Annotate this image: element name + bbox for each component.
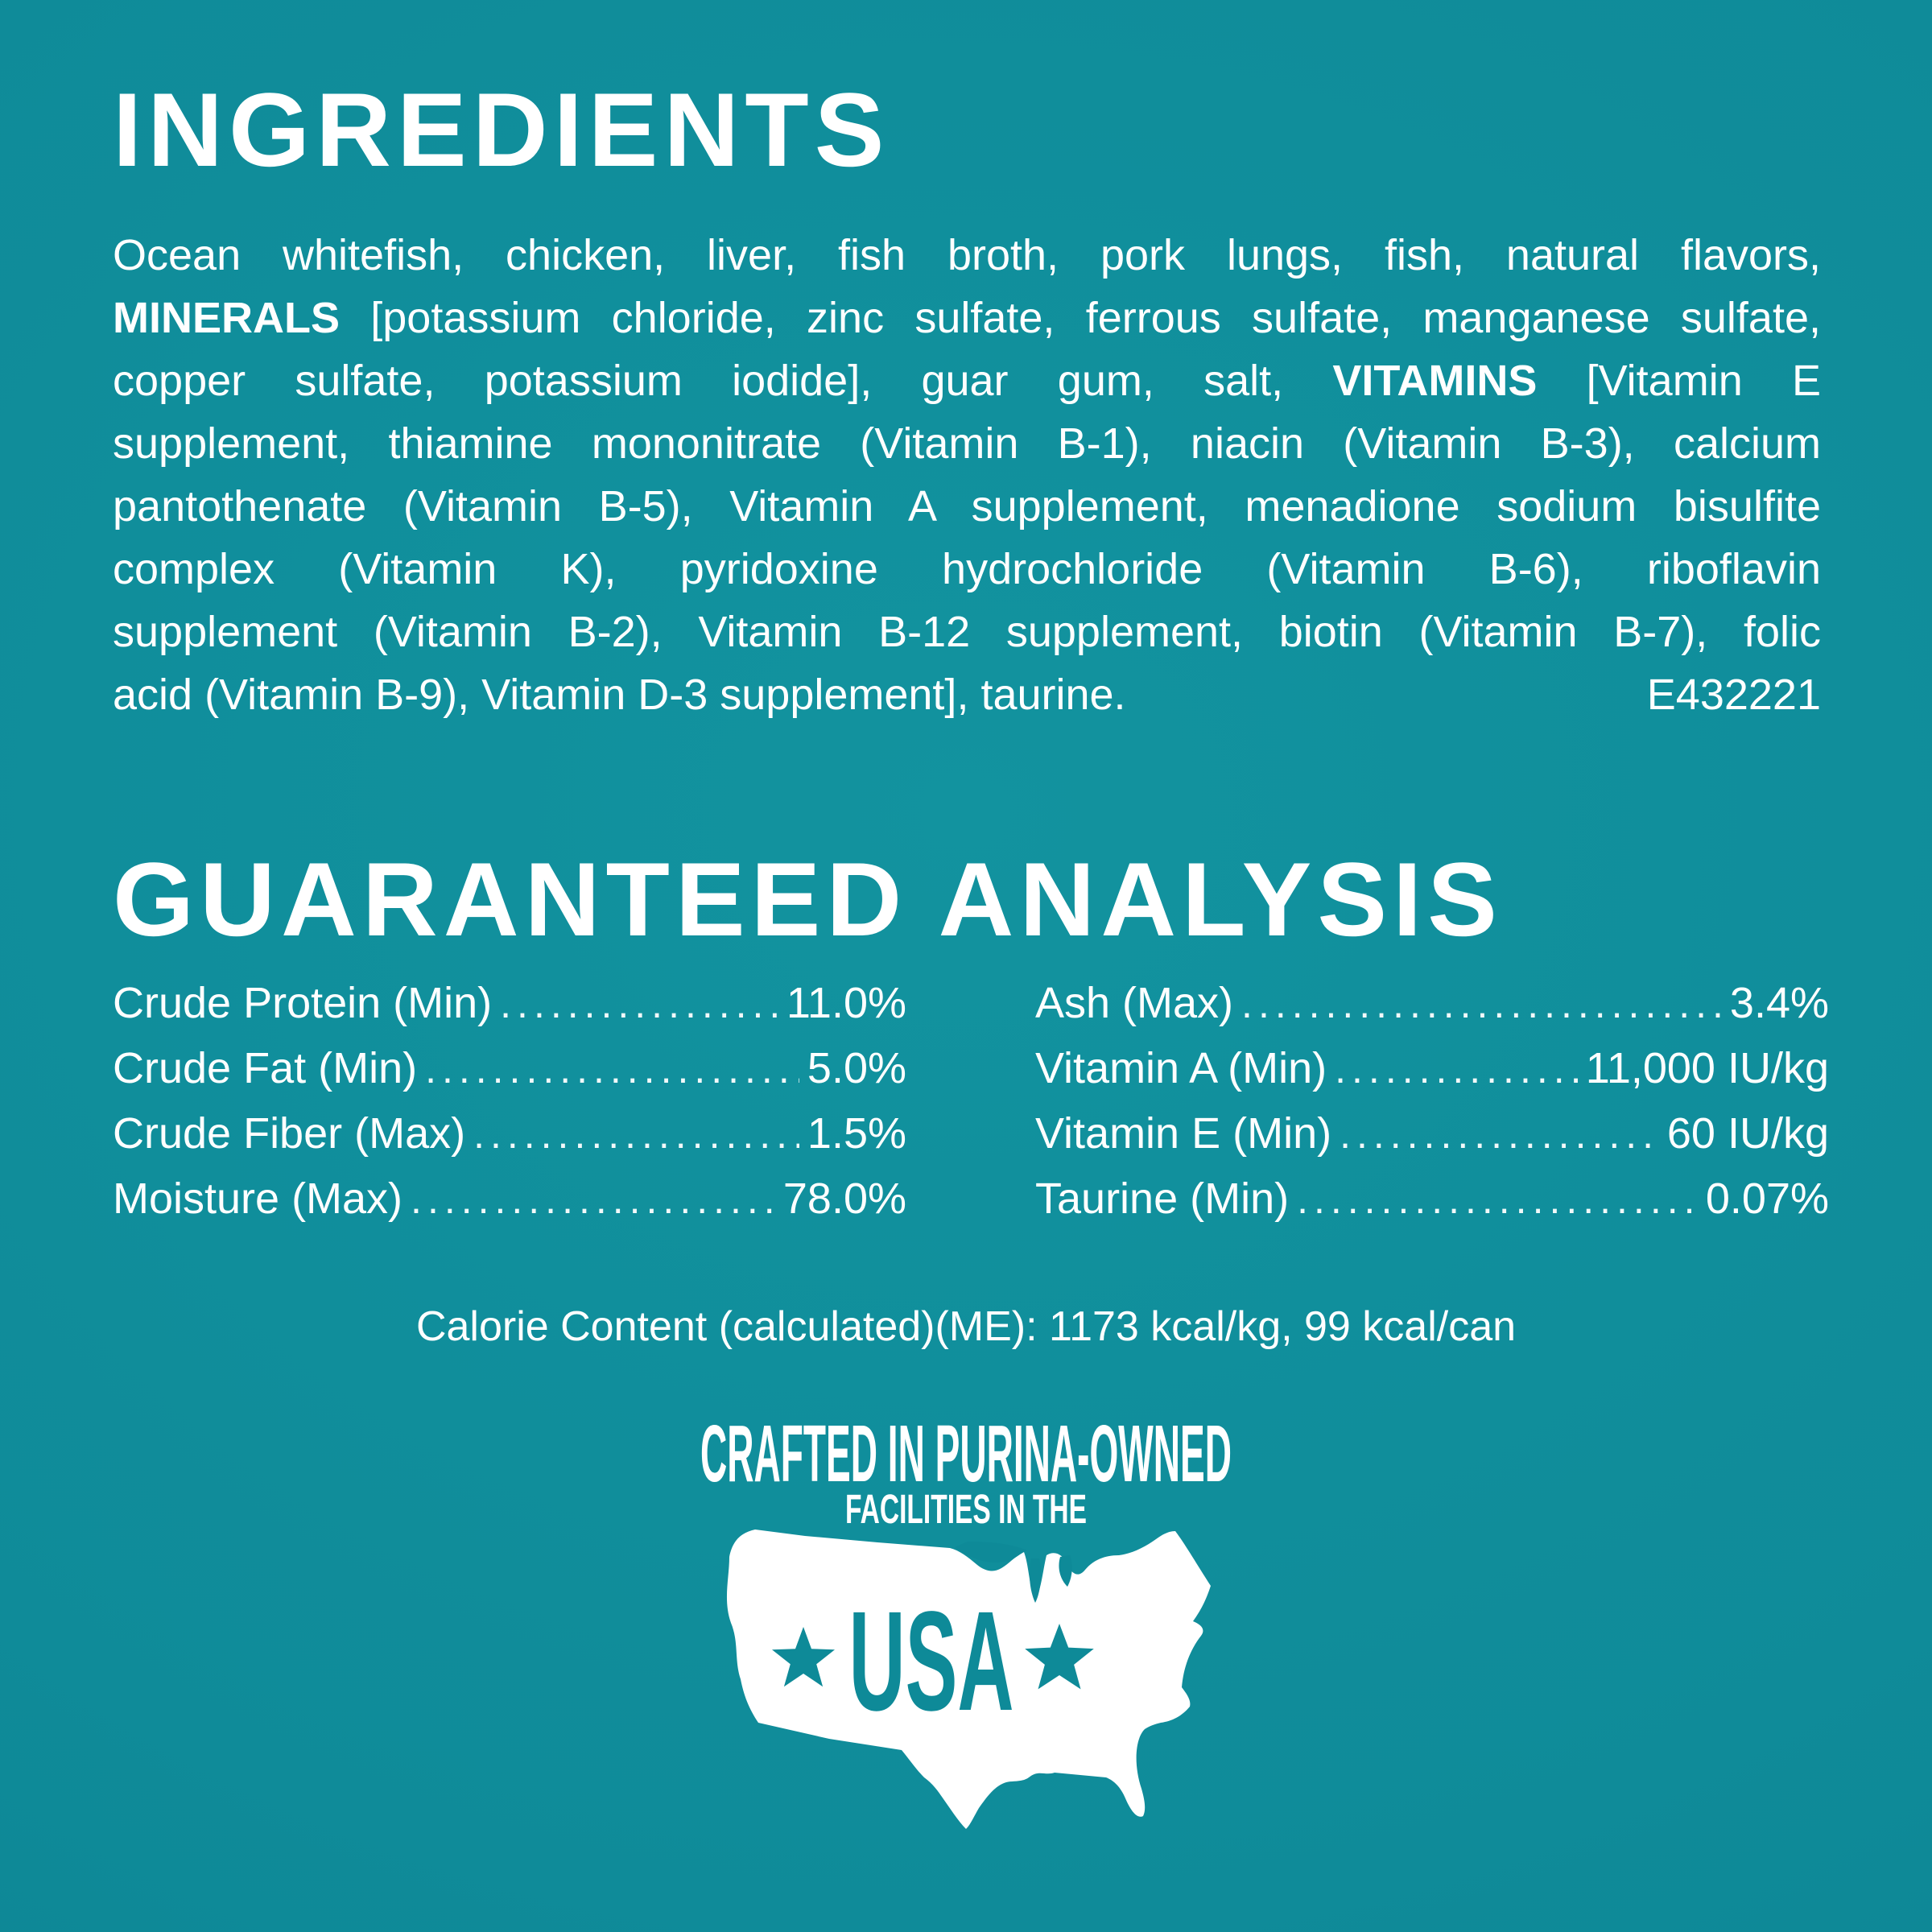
ingredient-line: Ocean whitefish, chicken, liver, fish br… xyxy=(113,224,1821,287)
ingredient-text: copper sulfate, potassium iodide], guar … xyxy=(113,357,1333,405)
analysis-row: Ash (Max) 3.4% xyxy=(1035,971,1829,1036)
ingredient-text: pantothenate (Vitamin B-5), Vitamin A su… xyxy=(113,482,1821,530)
formula-code: E432221 xyxy=(1646,671,1821,719)
usa-map: USA xyxy=(726,1530,1211,1829)
leader-dots xyxy=(411,1166,775,1232)
leader-dots xyxy=(473,1101,799,1166)
calorie-content-line: Calorie Content (calculated)(ME): 1173 k… xyxy=(415,1303,1517,1350)
leader-dots xyxy=(1241,971,1722,1036)
ingredient-text: supplement, thiamine mononitrate (Vitami… xyxy=(113,419,1821,468)
analysis-label: Crude Fat (Min) xyxy=(113,1044,418,1092)
ingredient-text: acid (Vitamin B-9), Vitamin D-3 suppleme… xyxy=(113,671,1126,719)
analysis-value: 60 IU/kg xyxy=(1666,1109,1829,1158)
ingredient-text: supplement (Vitamin B-2), Vitamin B-12 s… xyxy=(113,608,1821,656)
ingredient-line: acid (Vitamin B-9), Vitamin D-3 suppleme… xyxy=(113,663,1821,726)
leader-dots xyxy=(500,971,778,1036)
usa-map-block: USA xyxy=(0,1523,1932,1839)
ingredient-line: copper sulfate, potassium iodide], guar … xyxy=(113,349,1821,412)
lake-superior-cutout xyxy=(955,1542,1027,1563)
analysis-left-column: Crude Protein (Min) 11.0% Crude Fat (Min… xyxy=(113,971,906,1232)
ingredient-text: complex (Vitamin K), pyridoxine hydrochl… xyxy=(113,545,1821,593)
leader-dots xyxy=(425,1036,799,1101)
origin-claim-text: CRAFTED IN PURINA-OWNED FACILITIES IN TH… xyxy=(700,1420,1232,1526)
leader-dots xyxy=(1335,1036,1578,1101)
ingredient-text: Ocean whitefish, chicken, liver, fish br… xyxy=(113,231,1821,279)
star-icon xyxy=(1025,1624,1094,1690)
analysis-row: Vitamin E (Min) 60 IU/kg xyxy=(1035,1101,1829,1166)
analysis-row: Vitamin A (Min) 11,000 IU/kg xyxy=(1035,1036,1829,1101)
star-icon xyxy=(772,1627,835,1687)
lake-huron-cutout xyxy=(1059,1555,1072,1587)
analysis-label: Vitamin A (Min) xyxy=(1035,1044,1327,1092)
minerals-label: MINERALS xyxy=(113,294,340,342)
analysis-label: Crude Protein (Min) xyxy=(113,979,493,1027)
analysis-value: 78.0% xyxy=(782,1174,906,1223)
ingredient-line: pantothenate (Vitamin B-5), Vitamin A su… xyxy=(113,475,1821,538)
ingredient-line: MINERALS [potassium chloride, zinc sulfa… xyxy=(113,287,1821,349)
guaranteed-analysis-heading: GUARANTEED ANALYSIS xyxy=(113,840,1503,958)
analysis-row: Crude Fiber (Max) 1.5% xyxy=(113,1101,906,1166)
analysis-value: 11.0% xyxy=(786,979,906,1027)
analysis-value: 1.5% xyxy=(807,1109,906,1158)
analysis-label: Vitamin E (Min) xyxy=(1035,1109,1332,1158)
analysis-label: Taurine (Min) xyxy=(1035,1174,1290,1223)
analysis-label: Ash (Max) xyxy=(1035,979,1234,1027)
usa-silhouette xyxy=(726,1530,1211,1829)
analysis-value: 11,000 IU/kg xyxy=(1585,1044,1829,1092)
ingredient-text: [potassium chloride, zinc sulfate, ferro… xyxy=(340,294,1821,342)
ingredient-line: supplement (Vitamin B-2), Vitamin B-12 s… xyxy=(113,601,1821,663)
analysis-value: 0.07% xyxy=(1705,1174,1829,1223)
analysis-value: 3.4% xyxy=(1729,979,1829,1027)
ingredient-line: complex (Vitamin K), pyridoxine hydrochl… xyxy=(113,538,1821,601)
leader-dots xyxy=(1297,1166,1698,1232)
analysis-value: 5.0% xyxy=(807,1044,906,1092)
ingredient-text: [Vitamin E xyxy=(1537,357,1821,405)
analysis-label: Crude Fiber (Max) xyxy=(113,1109,466,1158)
usa-label: USA xyxy=(849,1583,1014,1740)
analysis-row: Moisture (Max) 78.0% xyxy=(113,1166,906,1232)
vitamins-label: VITAMINS xyxy=(1332,357,1538,405)
lake-michigan-cutout xyxy=(1029,1558,1042,1603)
analysis-row: Crude Protein (Min) 11.0% xyxy=(113,971,906,1036)
analysis-right-column: Ash (Max) 3.4% Vitamin A (Min) 11,000 IU… xyxy=(1035,971,1829,1232)
leader-dots xyxy=(1340,1101,1659,1166)
guaranteed-analysis-table: Crude Protein (Min) 11.0% Crude Fat (Min… xyxy=(113,971,1829,1232)
origin-claim: CRAFTED IN PURINA-OWNED FACILITIES IN TH… xyxy=(0,1420,1932,1526)
analysis-row: Taurine (Min) 0.07% xyxy=(1035,1166,1829,1232)
analysis-row: Crude Fat (Min) 5.0% xyxy=(113,1036,906,1101)
ingredients-paragraph: Ocean whitefish, chicken, liver, fish br… xyxy=(113,224,1821,726)
facilities-line: FACILITIES IN THE xyxy=(845,1486,1087,1526)
ingredient-line: supplement, thiamine mononitrate (Vitami… xyxy=(113,412,1821,475)
analysis-label: Moisture (Max) xyxy=(113,1174,403,1223)
crafted-line: CRAFTED IN PURINA-OWNED xyxy=(700,1420,1232,1499)
ingredients-heading: INGREDIENTS xyxy=(113,71,890,188)
